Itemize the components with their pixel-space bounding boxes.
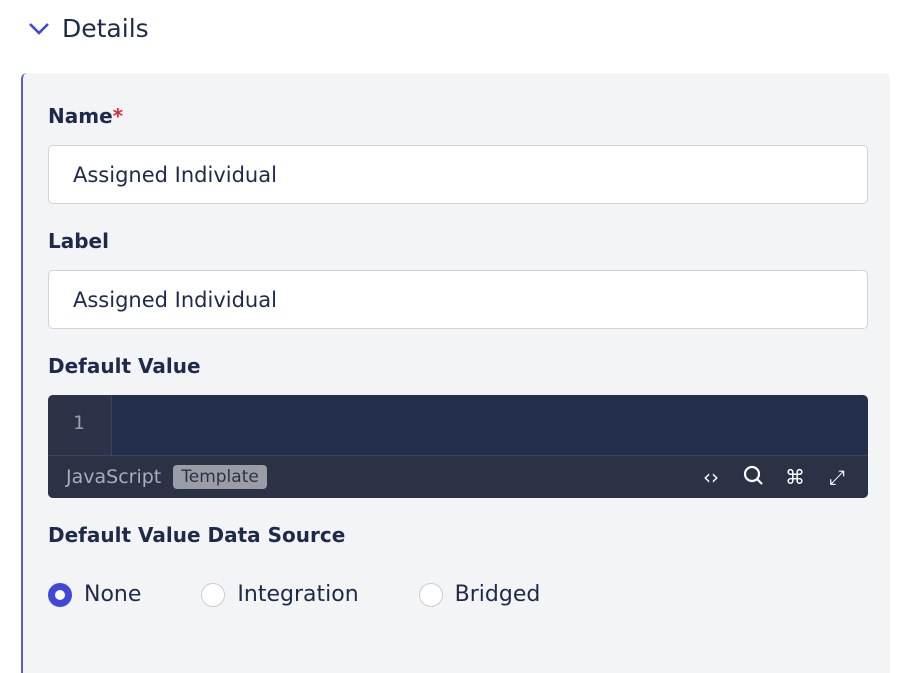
- chevron-down-icon: [29, 22, 49, 35]
- label-input[interactable]: [48, 270, 868, 329]
- code-area[interactable]: [113, 395, 868, 455]
- editor-footer: JavaScript Template ‹› ⌘ ⤢: [48, 455, 868, 498]
- radio-none[interactable]: None: [48, 581, 141, 609]
- radio-selected-icon: [48, 583, 72, 607]
- search-icon[interactable]: [740, 464, 766, 491]
- name-label-text: Name: [48, 104, 113, 128]
- details-panel: Name* Label Default Value 1 JavaScript T…: [21, 73, 890, 673]
- radio-label: None: [84, 582, 142, 607]
- data-source-radio-group: None Integration Bridged: [48, 581, 540, 609]
- default-value-label: Default Value: [48, 354, 201, 378]
- data-source-label: Default Value Data Source: [48, 523, 346, 547]
- code-icon[interactable]: ‹›: [703, 465, 719, 489]
- radio-unselected-icon: [418, 583, 443, 607]
- label-label: Label: [48, 229, 109, 253]
- language-label: JavaScript: [66, 466, 162, 488]
- command-icon[interactable]: ⌘: [785, 465, 805, 489]
- radio-unselected-icon: [201, 583, 226, 607]
- radio-label: Integration: [237, 582, 359, 607]
- name-label: Name*: [48, 103, 123, 129]
- radio-label: Bridged: [454, 582, 541, 607]
- section-title: Details: [62, 14, 149, 43]
- radio-integration[interactable]: Integration: [201, 581, 359, 609]
- required-mark: *: [112, 104, 124, 128]
- line-number: 1: [48, 395, 112, 455]
- template-badge[interactable]: Template: [173, 465, 267, 489]
- name-input[interactable]: [48, 145, 868, 204]
- expand-icon[interactable]: ⤢: [829, 465, 845, 489]
- details-section-toggle[interactable]: Details: [28, 14, 149, 43]
- radio-bridged[interactable]: Bridged: [418, 581, 541, 609]
- default-value-editor[interactable]: 1 JavaScript Template ‹› ⌘ ⤢: [48, 395, 868, 498]
